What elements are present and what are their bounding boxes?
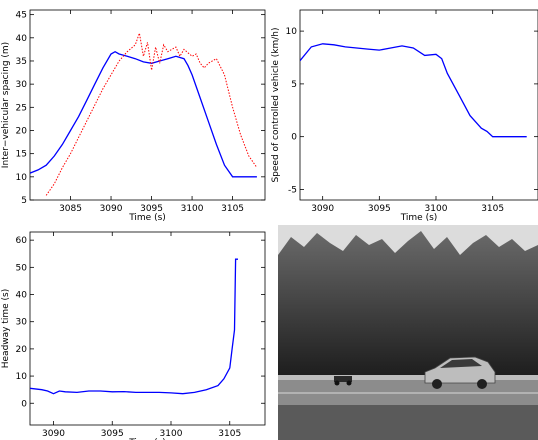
y-axis-label: Speed of controlled vehicle (km/h) [271, 27, 281, 182]
y-tick-label: 25 [16, 103, 27, 113]
plot-frame [30, 232, 265, 425]
y-tick-label: 15 [16, 150, 27, 160]
y-tick-label: 60 [16, 236, 28, 246]
y-tick-label: 20 [16, 345, 28, 355]
y-axis-label: Inter−vehicular spacing (m) [1, 42, 11, 168]
x-tick-label: 3095 [368, 204, 391, 214]
y-tick-label: 40 [16, 291, 28, 301]
y-tick-label: 30 [16, 318, 28, 328]
x-tick-label: 3085 [59, 204, 82, 214]
y-tick-label: 30 [16, 80, 28, 90]
x-axis-label: Time (s) [400, 213, 438, 223]
x-tick-label: 3100 [181, 204, 204, 214]
y-tick-label: 5 [291, 80, 297, 90]
x-tick-label: 3090 [100, 204, 123, 214]
y-tick-label: 35 [16, 57, 27, 67]
y-tick-label: 20 [16, 126, 28, 136]
photo-grass [278, 405, 538, 440]
y-tick-label: 50 [16, 263, 28, 273]
x-tick-label: 3105 [221, 204, 244, 214]
y-tick-label: 0 [21, 399, 27, 409]
y-tick-label: -5 [288, 185, 297, 195]
x-tick-label: 3090 [311, 204, 334, 214]
photo-guardrail [278, 375, 538, 380]
chart-spacing: 3085 3090 3095 3100 310551015202530354045Tim… [1, 10, 265, 223]
plot-frame [30, 10, 265, 200]
y-tick-label: 0 [291, 133, 297, 143]
y-tick-label: 40 [16, 34, 28, 44]
plot-frame [300, 10, 538, 200]
y-tick-label: 10 [16, 173, 28, 183]
y-tick-label: 10 [286, 27, 298, 37]
y-tick-label: 45 [16, 11, 27, 21]
photo-panel [278, 225, 538, 440]
y-tick-label: 5 [21, 196, 27, 206]
chart-headway: 30903095310031050102030405060Time (s)Hea… [1, 232, 265, 440]
x-tick-label: 3105 [481, 204, 504, 214]
x-tick-label: 3105 [218, 429, 241, 439]
x-axis-label: Time (s) [128, 213, 166, 223]
y-axis-label: Headway time (s) [1, 289, 11, 369]
x-tick-label: 3095 [101, 429, 124, 439]
x-tick-label: 3090 [42, 429, 65, 439]
photo-trees [278, 231, 538, 375]
y-tick-label: 10 [16, 372, 28, 382]
